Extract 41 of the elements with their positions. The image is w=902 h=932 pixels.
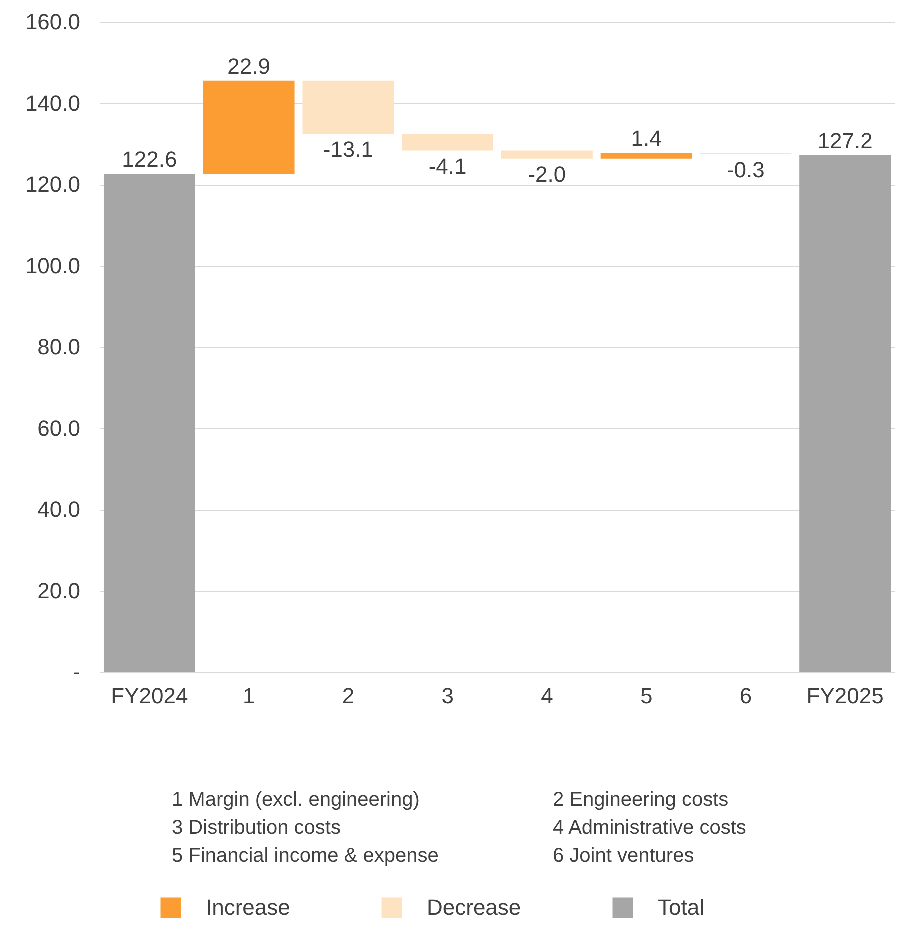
legend-label: Decrease (427, 895, 522, 920)
x-tick-label: FY2025 (806, 684, 884, 708)
data-label: -4.1 (428, 154, 467, 179)
y-tick-label: - (73, 660, 80, 684)
bar (302, 80, 394, 134)
bar (800, 155, 892, 672)
x-tick-label: 1 (242, 684, 256, 708)
text: 3 Distribution costs (172, 817, 341, 839)
legend-label: Total (658, 895, 704, 920)
bar (600, 153, 692, 159)
data-label: 122.6 (122, 146, 178, 172)
y-tick-label: 100.0 (25, 253, 80, 278)
data-label: -0.3 (726, 157, 765, 182)
legend-label: Increase (206, 895, 290, 920)
x-tick-label: 3 (442, 684, 454, 708)
data-label: 1.4 (631, 126, 662, 152)
text: 1 Margin (excl. engineering) (172, 789, 420, 811)
y-tick-label: 120.0 (25, 172, 80, 197)
x-tick-label: FY2024 (111, 684, 188, 708)
data-label: 127.2 (818, 128, 873, 154)
data-label: -13.1 (323, 137, 374, 162)
data-label: -2.0 (528, 162, 566, 187)
y-tick-label: 20.0 (38, 578, 80, 604)
data-label: 22.9 (228, 54, 270, 79)
text: 5 Financial income & expense (172, 845, 439, 867)
text: 4 Administrative costs (553, 817, 746, 839)
y-tick-label: 80.0 (38, 334, 80, 360)
x-tick-label: 5 (640, 684, 653, 708)
y-tick-label: 40.0 (38, 497, 80, 522)
x-tick-label: 4 (541, 684, 554, 708)
y-tick-label: 140.0 (25, 90, 80, 116)
x-tick-label: 2 (342, 684, 355, 708)
bar (104, 174, 196, 672)
bar (402, 134, 494, 151)
text: 2 Engineering costs (553, 789, 729, 811)
bar (501, 150, 593, 159)
text: 6 Joint ventures (553, 845, 694, 867)
bar (203, 80, 295, 174)
x-tick-label: 6 (740, 684, 752, 708)
y-tick-label: 160.0 (25, 10, 80, 34)
y-tick-label: 60.0 (38, 416, 80, 441)
